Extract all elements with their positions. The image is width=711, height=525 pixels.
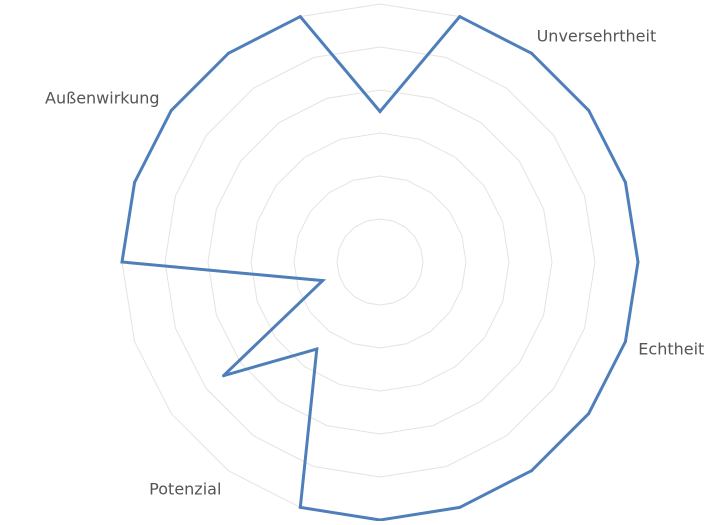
axis-label: Echtheit [638,340,704,359]
data-point [120,260,124,264]
data-point [530,469,534,473]
data-point [623,340,627,344]
data-point [458,15,462,19]
data-point [298,15,302,19]
data-point [623,180,627,184]
grid-ring-4 [207,89,553,435]
grid-ring-3 [250,132,510,392]
grid-ring-5 [164,46,596,478]
series-line-0 [120,14,640,522]
data-point [378,110,382,113]
data-point [321,279,325,283]
data-point [133,180,137,184]
data-point [636,260,640,264]
radar-series-layer [120,14,640,522]
grid-ring-1 [336,218,424,306]
data-point [169,108,173,112]
data-point [587,108,591,112]
data-point [458,505,462,509]
data-point [530,51,534,55]
data-point [587,412,591,416]
data-point [298,505,302,509]
axis-label: Potenzial [149,480,221,499]
axis-label: Unversehrtheit [537,27,657,46]
data-point [315,347,319,351]
data-point [226,51,230,55]
grid-ring-2 [293,175,467,349]
data-point [222,374,225,378]
radar-axis-labels: Unversehrtheit Echtheit Potenzial Außenwirk… [45,27,704,499]
axis-label: Außenwirkung [45,88,159,107]
